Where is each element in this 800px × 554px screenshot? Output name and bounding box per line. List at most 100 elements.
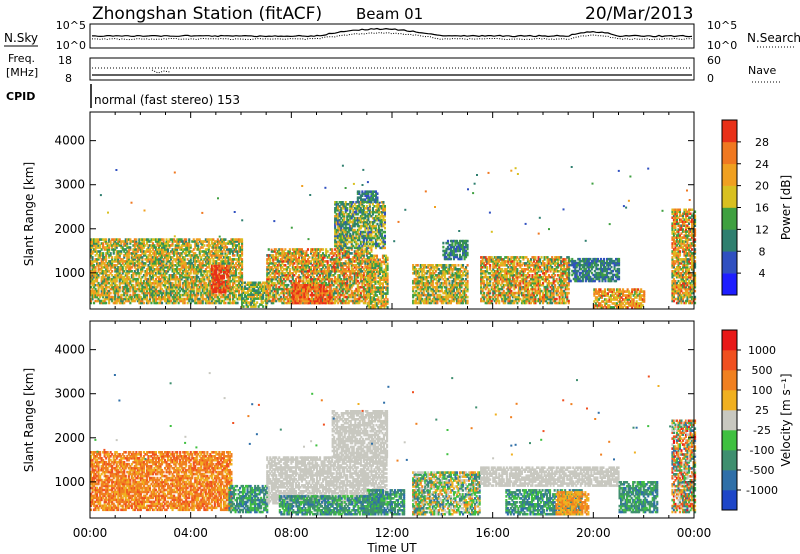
range-cell bbox=[302, 279, 305, 283]
range-cell bbox=[362, 268, 365, 271]
range-cell bbox=[361, 236, 364, 240]
range-cell bbox=[306, 264, 310, 267]
range-cell bbox=[279, 260, 282, 263]
range-cell bbox=[247, 281, 250, 285]
range-cell bbox=[368, 230, 371, 234]
range-cell bbox=[170, 293, 173, 297]
range-cell bbox=[332, 297, 335, 301]
range-cell bbox=[120, 240, 123, 243]
range-cell bbox=[353, 236, 356, 240]
range-cell bbox=[353, 275, 356, 279]
range-cell bbox=[353, 246, 356, 250]
range-cell bbox=[353, 291, 356, 295]
range-cell bbox=[335, 270, 338, 273]
range-cell bbox=[102, 258, 105, 261]
range-cell bbox=[118, 299, 121, 303]
range-cell bbox=[126, 299, 129, 303]
range-cell bbox=[285, 256, 288, 259]
range-cell bbox=[332, 262, 335, 265]
range-cell bbox=[364, 216, 367, 220]
range-cell bbox=[158, 268, 161, 271]
range-cell bbox=[174, 274, 177, 277]
range-cell bbox=[269, 270, 272, 273]
range-cell bbox=[153, 258, 156, 261]
range-cell bbox=[191, 275, 194, 279]
range-cell bbox=[291, 297, 294, 301]
range-cell bbox=[331, 250, 334, 253]
range-cell bbox=[156, 293, 159, 297]
range-cell bbox=[327, 299, 330, 303]
range-cell bbox=[114, 291, 117, 295]
range-cell bbox=[316, 258, 319, 261]
range-cell bbox=[317, 248, 320, 251]
range-cell bbox=[341, 230, 344, 234]
range-cell bbox=[150, 238, 153, 241]
range-cell bbox=[269, 285, 272, 289]
range-cell bbox=[189, 258, 192, 261]
range-cell bbox=[111, 248, 114, 251]
range-cell bbox=[162, 254, 165, 257]
range-cell bbox=[343, 301, 346, 305]
range-cell bbox=[174, 258, 177, 261]
range-cell bbox=[343, 287, 346, 291]
range-cell bbox=[361, 224, 364, 228]
range-cell bbox=[353, 260, 356, 263]
range-cell bbox=[376, 234, 379, 238]
range-cell bbox=[185, 274, 188, 277]
range-cell bbox=[315, 287, 318, 291]
freq-right-tick-bottom: 0 bbox=[707, 72, 714, 85]
range-cell bbox=[105, 285, 108, 289]
range-cell bbox=[356, 252, 359, 255]
range-cell bbox=[302, 258, 305, 261]
range-cell bbox=[105, 279, 108, 283]
range-cell bbox=[185, 264, 188, 267]
range-cell bbox=[159, 238, 162, 241]
range-cell bbox=[179, 275, 182, 279]
range-cell bbox=[209, 238, 212, 241]
range-cell bbox=[150, 246, 153, 249]
range-cell bbox=[343, 275, 346, 279]
range-cell bbox=[338, 297, 341, 301]
range-cell bbox=[275, 266, 278, 269]
range-cell bbox=[358, 224, 361, 228]
range-cell bbox=[133, 287, 136, 291]
range-cell bbox=[194, 301, 197, 305]
range-cell bbox=[102, 287, 105, 291]
range-cell bbox=[154, 258, 158, 261]
range-cell bbox=[241, 252, 244, 255]
range-cell bbox=[123, 275, 126, 279]
range-cell bbox=[332, 268, 335, 271]
range-cell bbox=[294, 295, 298, 299]
range-cell bbox=[142, 246, 146, 249]
range-cell bbox=[170, 274, 173, 277]
range-cell bbox=[132, 256, 135, 259]
range-cell bbox=[290, 258, 293, 261]
range-cell bbox=[133, 248, 136, 251]
range-cell bbox=[350, 246, 353, 250]
range-cell bbox=[158, 240, 161, 243]
range-cell bbox=[361, 212, 364, 216]
range-cell bbox=[158, 272, 161, 275]
range-cell bbox=[355, 275, 358, 279]
range-cell bbox=[225, 260, 229, 263]
range-cell bbox=[276, 272, 279, 275]
range-cell bbox=[276, 260, 279, 263]
range-cell bbox=[150, 244, 153, 247]
range-cell bbox=[111, 299, 114, 303]
range-cell bbox=[227, 248, 230, 251]
range-cell bbox=[230, 272, 233, 275]
range-cell bbox=[364, 190, 367, 193]
range-cell bbox=[314, 250, 317, 253]
range-cell bbox=[221, 270, 224, 273]
range-cell bbox=[332, 264, 335, 267]
range-cell bbox=[344, 234, 347, 238]
range-cell bbox=[228, 256, 232, 259]
range-cell bbox=[194, 262, 197, 265]
range-cell bbox=[176, 268, 179, 271]
range-cell bbox=[145, 250, 149, 253]
range-cell bbox=[117, 256, 120, 259]
range-cell bbox=[206, 258, 209, 261]
range-cell bbox=[361, 275, 364, 279]
range-cell bbox=[176, 244, 179, 247]
range-cell bbox=[168, 244, 171, 247]
